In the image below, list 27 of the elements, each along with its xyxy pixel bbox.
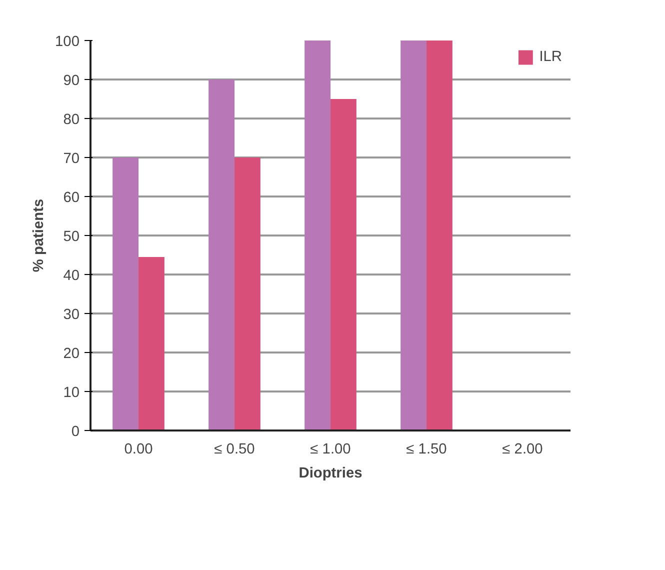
bar — [304, 40, 330, 430]
bar — [234, 158, 260, 430]
y-tick-label: 40 — [63, 268, 80, 284]
y-axis-title: % patients — [31, 198, 48, 272]
x-tick-label: ≤ 2.00 — [502, 442, 543, 458]
x-tick-label: ≤ 1.00 — [310, 442, 351, 458]
y-tick-label: 90 — [63, 73, 80, 89]
y-tick-label: 0 — [71, 424, 80, 440]
legend-label: ILR — [539, 49, 562, 65]
y-tick-label: 10 — [63, 385, 80, 401]
y-tick-label: 80 — [63, 112, 80, 128]
y-tick-label: 70 — [63, 151, 80, 167]
bar — [208, 80, 234, 430]
bar — [400, 40, 426, 430]
x-tick-label: ≤ 0.50 — [214, 442, 255, 458]
y-tick-label: 50 — [63, 229, 80, 245]
x-axis-title: Dioptries — [298, 466, 362, 482]
y-tick-label: 20 — [63, 346, 80, 362]
y-tick-label: 100 — [55, 34, 80, 50]
x-tick-label: ≤ 1.50 — [406, 442, 447, 458]
bar — [138, 256, 164, 430]
y-tick-label: 30 — [63, 307, 80, 323]
bar — [330, 99, 356, 430]
bar — [112, 158, 138, 430]
x-tick-label: 0.00 — [124, 442, 153, 458]
y-tick-label: 60 — [63, 190, 80, 206]
bar — [426, 40, 452, 430]
